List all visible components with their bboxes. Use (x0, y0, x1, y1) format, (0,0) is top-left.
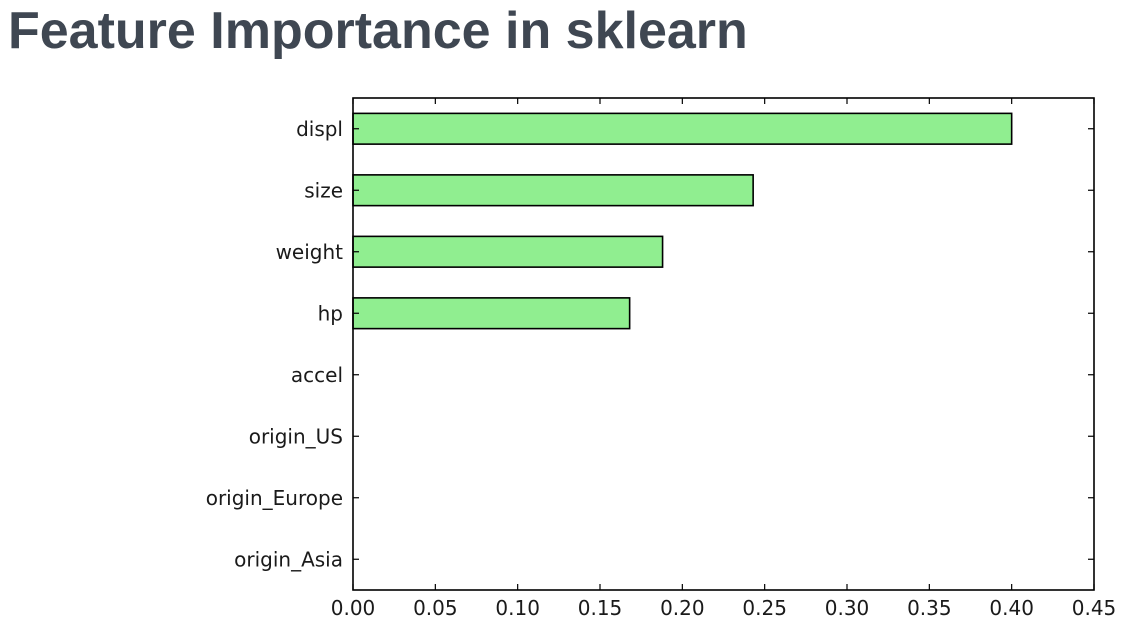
plot-area-frame (352, 97, 1095, 591)
x-tick-label: 0.45 (1072, 596, 1117, 620)
bar-size (352, 174, 754, 207)
x-tick-label: 0.40 (989, 596, 1034, 620)
y-tick-label-weight: weight (276, 240, 344, 264)
y-tick-label-displ: displ (296, 117, 343, 141)
y-tick-label-hp: hp (318, 301, 343, 325)
ticks-layer: displ size weight hp accel origin_US origin_Eu… (206, 98, 1117, 620)
y-tick-label-accel: accel (291, 363, 343, 387)
bar-weight (352, 235, 664, 268)
bars-layer (352, 112, 1013, 330)
x-tick-label: 0.35 (907, 596, 952, 620)
x-tick-label: 0.20 (660, 596, 705, 620)
bar-displ (352, 112, 1013, 145)
x-tick-label: 0.15 (578, 596, 623, 620)
x-tick-label: 0.25 (742, 596, 787, 620)
y-tick-label-size: size (304, 178, 343, 202)
x-tick-label: 0.05 (413, 596, 458, 620)
y-tick-label-origin-asia: origin_Asia (234, 547, 343, 571)
x-tick-label: 0.00 (331, 596, 376, 620)
x-tick-label: 0.30 (825, 596, 870, 620)
page-title: Feature Importance in sklearn (8, 2, 748, 60)
y-tick-label-origin-europe: origin_Europe (206, 486, 343, 510)
bar-hp (352, 297, 631, 330)
y-tick-label-origin-us: origin_US (249, 424, 343, 448)
x-tick-label: 0.10 (495, 596, 540, 620)
